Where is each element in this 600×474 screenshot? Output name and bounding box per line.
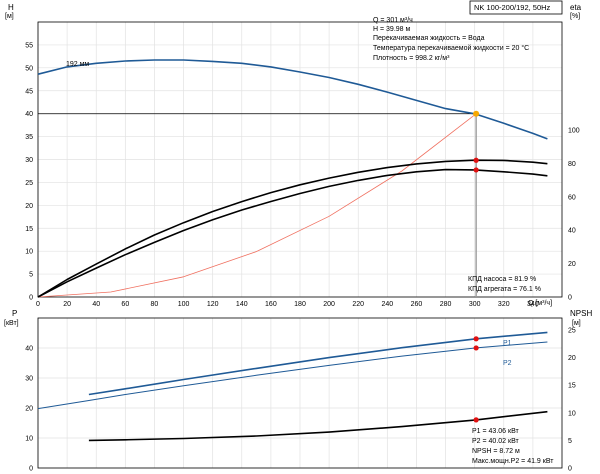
annotation-unit-efficiency: КПД агрегата = 76.1 % [468, 286, 541, 293]
x-tick-label: 280 [440, 301, 452, 308]
x-tick-label: 60 [121, 301, 129, 308]
upper-axis-ticks: 0 20 40 60 80 100 120 140 160 180 200 220 240 260 280 3… [25, 42, 580, 308]
upper-series-group [37, 59, 548, 298]
x-tick-label: 40 [92, 301, 100, 308]
annotation-density: Плотность = 998.2 кг/м³ [373, 55, 450, 62]
y-left-tick-label: 20 [25, 406, 33, 413]
x-tick-label: 160 [265, 301, 277, 308]
operating-point-marker [473, 110, 480, 117]
y-right-tick-label: 20 [568, 261, 576, 268]
series-label-192mm: 192 мм [66, 61, 89, 68]
x-tick-label: 180 [294, 301, 306, 308]
annotation-temperature: Температура перекачиваемой жидкости = 20… [373, 44, 529, 52]
y-right-tick-label: 100 [568, 128, 580, 135]
power-p2-curve [37, 341, 548, 410]
duty-point-marker [473, 336, 479, 342]
y-left-tick-label: 25 [25, 180, 33, 187]
y-right-tick-label: 15 [568, 383, 576, 390]
operating-info-box: Q = 301 м³/ч H = 39.98 м Перекачиваемая … [373, 17, 529, 62]
system-curve [37, 113, 477, 298]
lower-left-axis-title: P [12, 309, 17, 318]
annotation-max-power: Макс.мощн.P2 = 41.9 кВт [472, 458, 554, 465]
upper-plot-frame [37, 21, 563, 298]
lower-chart-grid [37, 318, 562, 469]
chart-title-box: NK 100-200/192, 50Hz [469, 0, 563, 15]
y-right-tick-label: 5 [568, 438, 572, 445]
lower-right-axis-title: NPSH [570, 309, 592, 318]
chart-title: NK 100-200/192, 50Hz [474, 3, 551, 12]
lower-right-axis-unit: [м] [572, 320, 581, 327]
x-tick-label: 100 [178, 301, 190, 308]
y-right-tick-label: 0 [568, 466, 572, 473]
efficiency-info-box: КПД насоса = 81.9 % КПД агрегата = 76.1 … [468, 276, 541, 293]
upper-left-axis-title: H [8, 3, 14, 12]
series-label-p2: P2 [503, 360, 512, 367]
annotation-p1: P1 = 43.06 кВт [472, 428, 520, 435]
x-tick-label: 140 [236, 301, 248, 308]
lower-axis-ticks: 0 10 20 30 40 0 5 10 15 20 25 [25, 328, 576, 473]
x-tick-label: 120 [207, 301, 219, 308]
annotation-pump-efficiency: КПД насоса = 81.9 % [468, 276, 536, 283]
y-left-tick-label: 45 [25, 88, 33, 95]
y-right-tick-label: 25 [568, 328, 576, 335]
y-left-tick-label: 10 [25, 436, 33, 443]
y-left-tick-label: 0 [29, 295, 33, 302]
upper-right-axis-unit: [%] [570, 13, 580, 20]
y-left-tick-label: 10 [25, 249, 33, 256]
x-tick-label: 260 [411, 301, 423, 308]
x-tick-label: 320 [498, 301, 510, 308]
annotation-h: H = 39.98 м [373, 26, 410, 33]
series-label-p1: P1 [503, 340, 512, 347]
y-left-tick-label: 20 [25, 203, 33, 210]
duty-point-marker [473, 345, 479, 351]
y-right-tick-label: 20 [568, 355, 576, 362]
y-right-tick-label: 60 [568, 194, 576, 201]
marker-group [473, 110, 480, 423]
y-left-tick-label: 55 [25, 42, 33, 49]
y-left-tick-label: 50 [25, 65, 33, 72]
x-tick-label: 240 [381, 301, 393, 308]
y-right-tick-label: 80 [568, 161, 576, 168]
x-tick-label: 220 [352, 301, 364, 308]
y-right-tick-label: 0 [568, 295, 572, 302]
upper-right-axis-title: eta [570, 3, 582, 12]
y-left-tick-label: 30 [25, 157, 33, 164]
efficiency-point-marker [473, 157, 479, 163]
lower-left-axis-unit: [кВт] [4, 320, 19, 327]
y-left-tick-label: 5 [29, 272, 33, 279]
lower-plot-frame [37, 317, 563, 469]
annotation-q: Q = 301 м³/ч [373, 17, 413, 24]
x-tick-label: 80 [151, 301, 159, 308]
x-tick-label: 340 [527, 301, 539, 308]
npsh-curve [88, 410, 548, 442]
power-info-box: P1 = 43.06 кВт P2 = 40.02 кВт NPSH = 8.7… [472, 428, 554, 465]
y-left-tick-label: 40 [25, 111, 33, 118]
annotation-npsh: NPSH = 8.72 м [472, 448, 520, 455]
efficiency-point-marker [473, 167, 479, 173]
x-tick-label: 200 [323, 301, 335, 308]
annotation-liquid: Перекачиваемая жидкость = Вода [373, 35, 485, 42]
y-left-tick-label: 40 [25, 346, 33, 353]
lower-series-group [37, 331, 548, 442]
y-left-tick-label: 15 [25, 226, 33, 233]
y-right-tick-label: 40 [568, 228, 576, 235]
y-right-tick-label: 10 [568, 410, 576, 417]
head-curve-192mm [37, 59, 548, 140]
x-tick-label: 20 [63, 301, 71, 308]
y-left-tick-label: 0 [29, 466, 33, 473]
power-p1-curve [88, 331, 548, 396]
y-left-tick-label: 30 [25, 376, 33, 383]
y-left-tick-label: 35 [25, 134, 33, 141]
annotation-p2: P2 = 40.02 кВт [472, 438, 520, 445]
x-tick-label: 300 [469, 301, 481, 308]
x-axis-title: Q [м³/ч] [528, 300, 552, 307]
upper-left-axis-unit: [м] [5, 13, 14, 20]
x-tick-label: 0 [36, 301, 40, 308]
duty-point-marker [473, 417, 479, 423]
